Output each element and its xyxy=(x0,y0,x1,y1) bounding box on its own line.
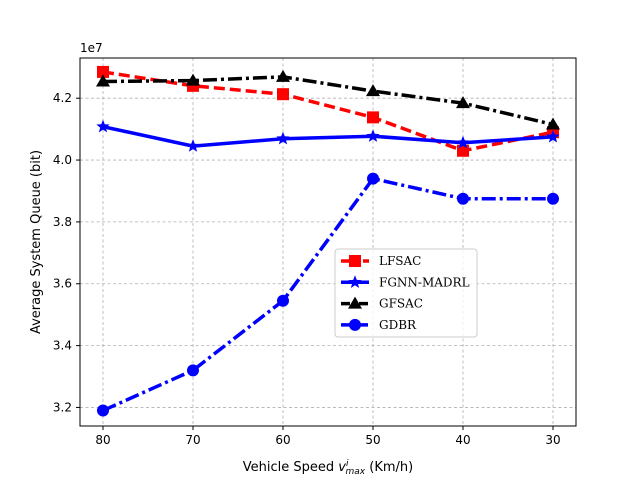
data-point xyxy=(187,364,199,377)
y-tick-label: 3.6 xyxy=(53,277,72,291)
data-point xyxy=(96,119,110,133)
y-tick-label: 3.8 xyxy=(53,215,72,229)
legend-item: GDBR xyxy=(341,318,417,332)
legend-label: LFSAC xyxy=(379,254,421,268)
legend: LFSAC FGNN-MADRL GFSAC GDBR xyxy=(334,248,478,338)
plot-frame xyxy=(79,57,577,427)
y-tick-label: 4.0 xyxy=(53,153,72,167)
series-line xyxy=(102,176,553,413)
x-axis-label-unit: (Km/h) xyxy=(365,460,413,475)
data-point xyxy=(546,129,560,143)
x-axis-label-symbol: v xyxy=(338,460,346,475)
data-point xyxy=(367,172,379,185)
data-point xyxy=(97,65,109,78)
legend-marker xyxy=(349,255,361,267)
series-fgnn-madrl xyxy=(96,119,560,152)
x-tick-label: 50 xyxy=(365,433,380,447)
data-point xyxy=(277,88,289,101)
data-point xyxy=(457,192,469,205)
x-tick-label: 70 xyxy=(185,433,200,447)
x-axis-label: Vehicle Speed vi max (Km/h) xyxy=(243,459,413,477)
series-gfsac xyxy=(96,69,560,130)
legend-label: GFSAC xyxy=(379,297,423,311)
x-tick-label: 60 xyxy=(275,433,290,447)
data-point xyxy=(457,144,469,157)
x-tick-label: 40 xyxy=(455,433,470,447)
data-point xyxy=(97,404,109,417)
series-line xyxy=(102,124,554,148)
data-point xyxy=(367,111,379,124)
legend-item: LFSAC xyxy=(341,254,421,268)
legend-item: FGNN-MADRL xyxy=(341,275,470,289)
y-tick-label: 4.2 xyxy=(53,91,72,105)
data-point xyxy=(276,131,290,145)
data-point xyxy=(547,192,559,205)
data-point xyxy=(277,294,289,307)
x-tick-label: 30 xyxy=(545,433,560,447)
data-point xyxy=(96,74,110,87)
legend-label: FGNN-MADRL xyxy=(379,275,470,289)
x-axis-label-sub: max xyxy=(346,467,366,477)
data-point xyxy=(546,117,560,130)
series-gdbr xyxy=(97,172,559,417)
x-tick-label: 80 xyxy=(95,433,110,447)
y-tick-label: 3.2 xyxy=(53,400,72,414)
legend-marker xyxy=(348,275,362,288)
series-layer xyxy=(96,65,560,417)
y-offset-text: 1e7 xyxy=(80,41,103,55)
y-axis-label: Average System Queue (bit) xyxy=(29,150,44,334)
data-point xyxy=(456,96,470,109)
data-point xyxy=(276,69,290,82)
legend-item: GFSAC xyxy=(341,296,423,311)
y-tick-label: 3.4 xyxy=(53,339,72,353)
x-axis-label-main: Vehicle Speed xyxy=(243,460,339,475)
series-line xyxy=(102,75,554,127)
x-axis-label-sup: i xyxy=(346,459,349,469)
legend-label: GDBR xyxy=(379,318,417,332)
legend-marker xyxy=(349,318,361,331)
ticks: 80 70 60 50 40 30 3.2 3.4 3.6 3.8 4.0 4.2 xyxy=(53,91,561,447)
legend-marker xyxy=(348,296,362,309)
data-point xyxy=(456,135,470,149)
data-point xyxy=(366,84,380,97)
series-line xyxy=(102,70,554,153)
legend-frame xyxy=(334,248,478,338)
data-point xyxy=(186,73,200,86)
data-point xyxy=(186,139,200,152)
data-point xyxy=(366,129,380,142)
